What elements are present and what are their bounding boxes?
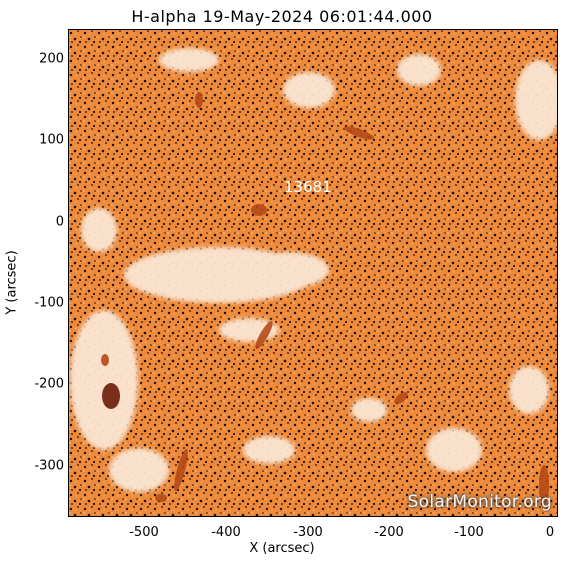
- x-tick-label: 0: [545, 525, 555, 540]
- x-tick-label: -500: [129, 525, 159, 540]
- x-tick-label: -400: [211, 525, 241, 540]
- solar-image-frame: [68, 29, 558, 517]
- x-tick-label: -100: [454, 525, 484, 540]
- y-tick-label: 0: [55, 214, 64, 230]
- y-tick-label: -300: [34, 458, 64, 474]
- y-axis-label: Y (arcsec): [4, 250, 20, 315]
- y-tick-label: -100: [34, 295, 64, 311]
- solarmonitor-watermark: SolarMonitor.org: [407, 492, 552, 512]
- y-tick-label: 200: [39, 51, 64, 67]
- x-tick-label: -200: [374, 525, 404, 540]
- x-axis-label: X (arcsec): [249, 541, 315, 556]
- x-tick-label: -300: [293, 525, 323, 540]
- y-tick-label: -200: [34, 376, 64, 392]
- active-region-label: 13681: [284, 178, 332, 196]
- h-alpha-solar-image: [69, 30, 557, 516]
- image-title: H-alpha 19-May-2024 06:01:44.000: [131, 7, 433, 26]
- y-tick-label: 100: [39, 132, 64, 148]
